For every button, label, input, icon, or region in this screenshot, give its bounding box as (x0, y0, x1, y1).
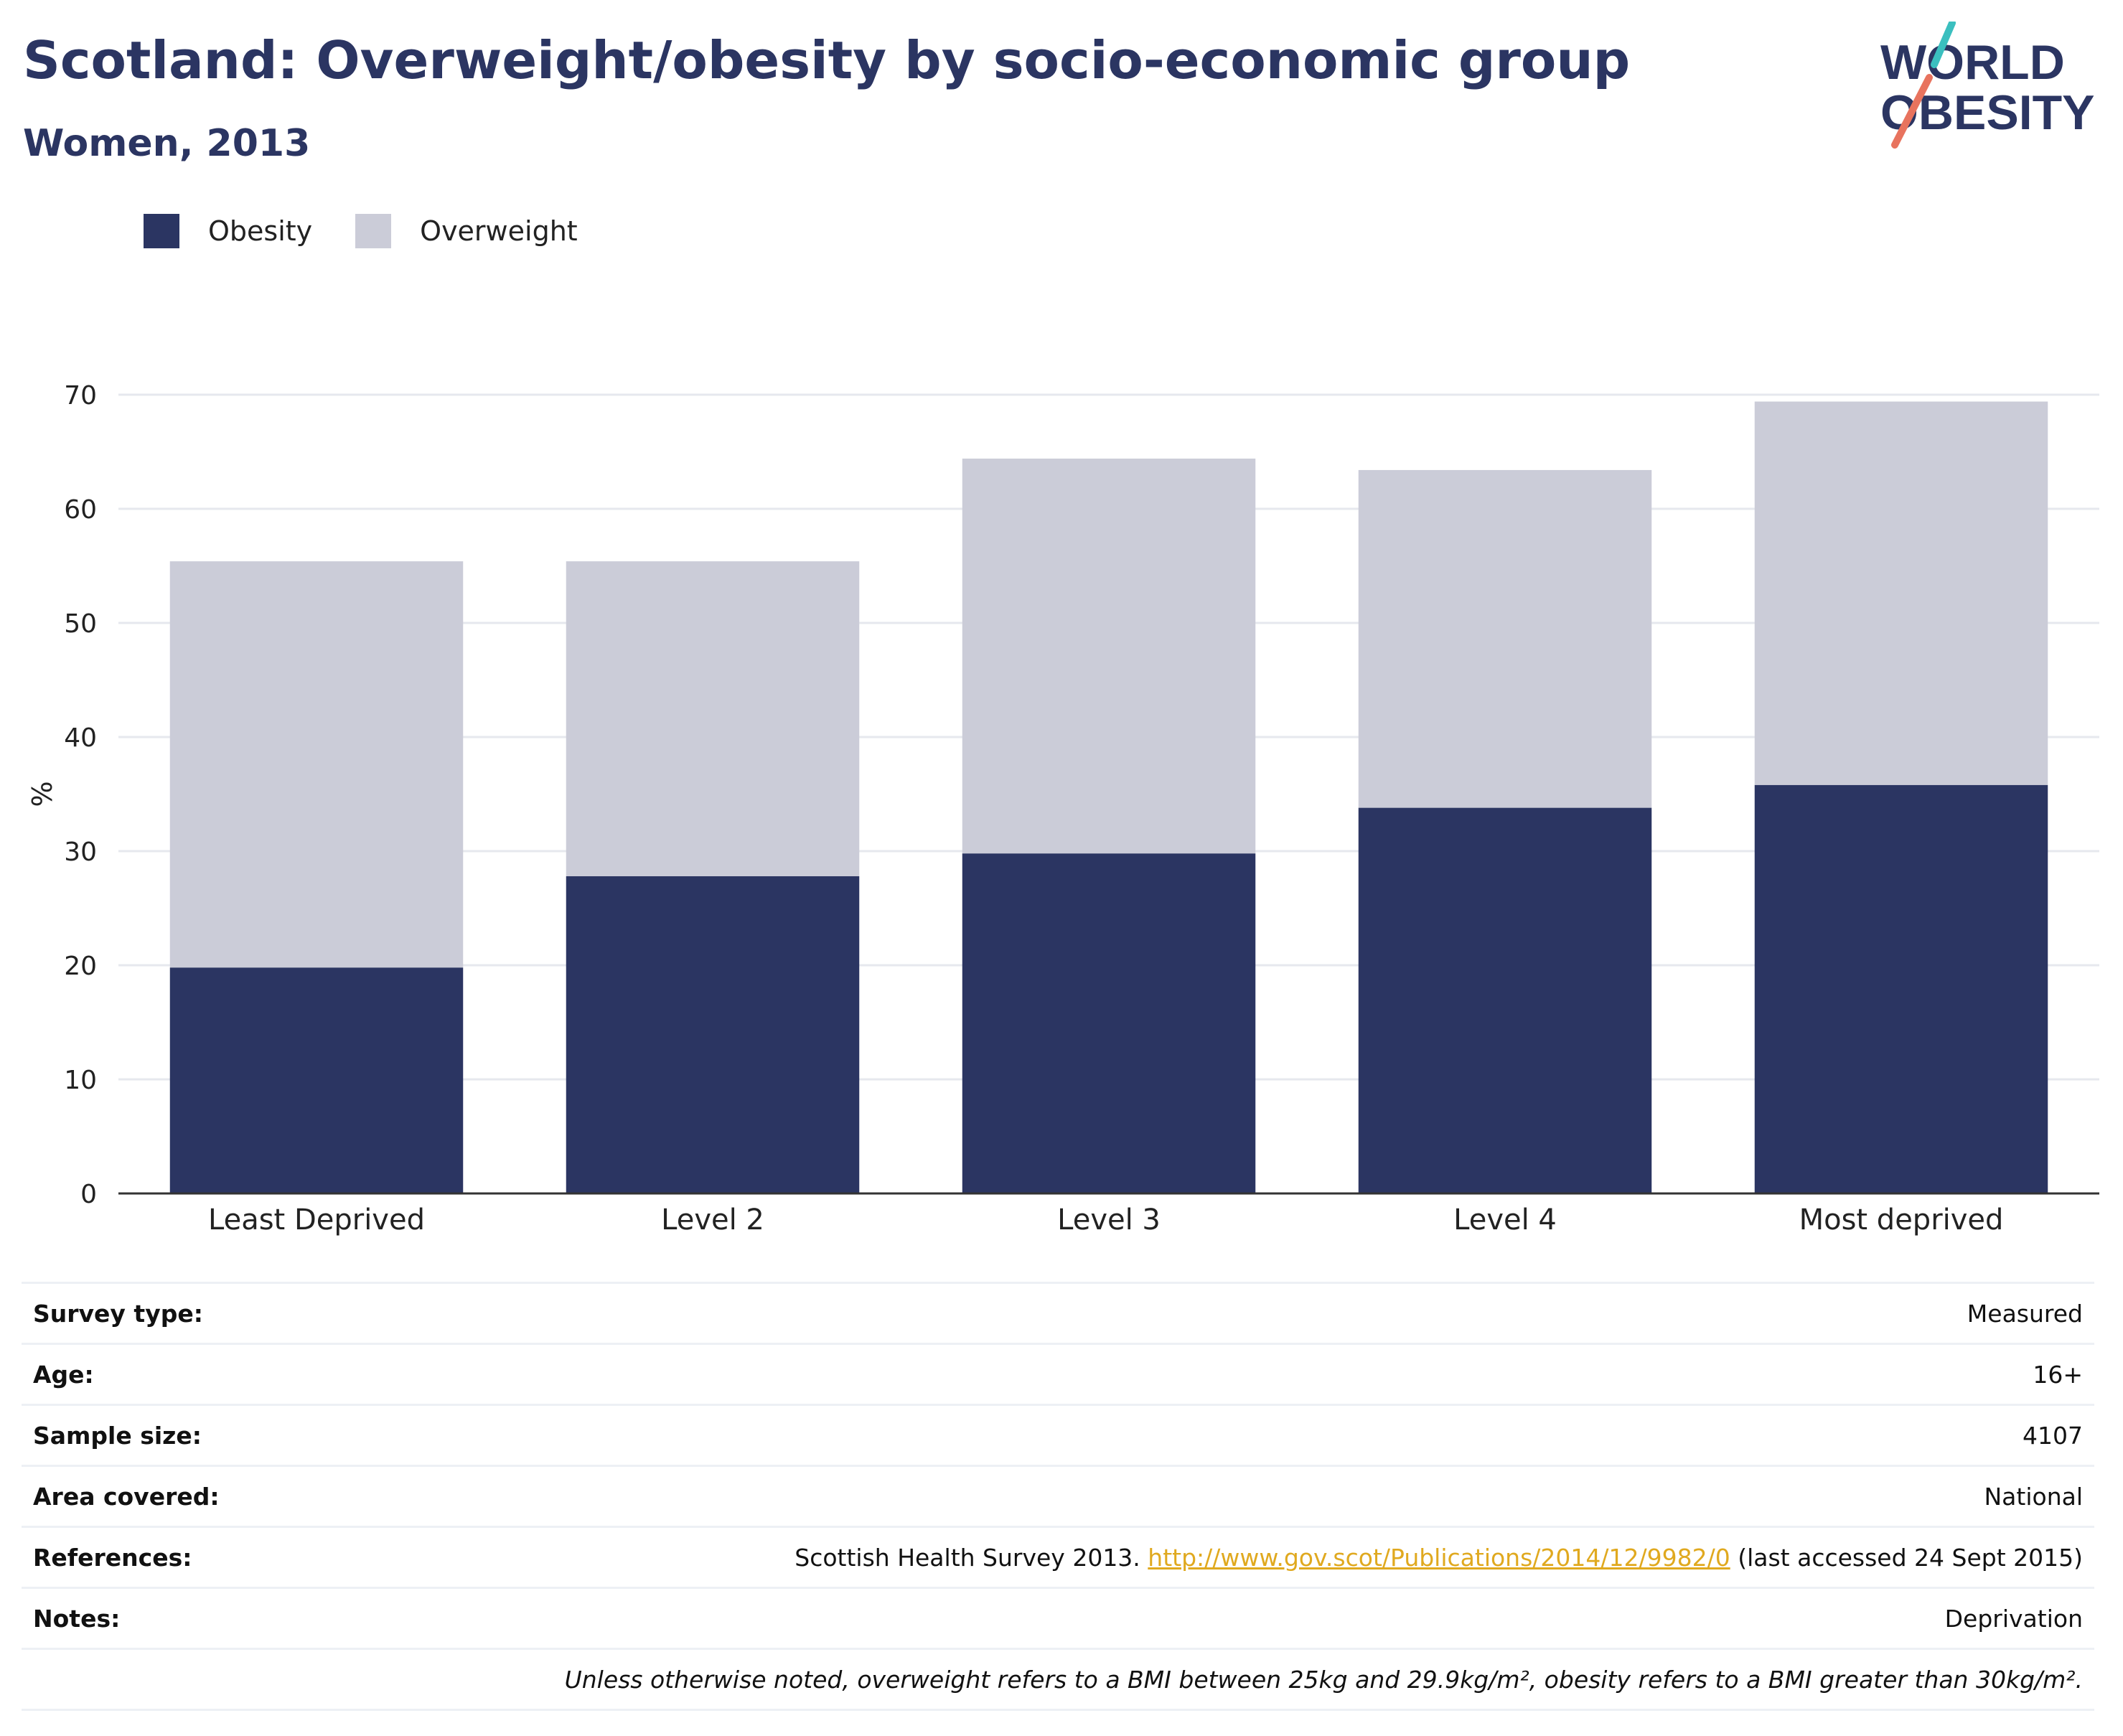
legend-item-obesity[interactable]: Obesity (144, 214, 312, 248)
info-row-area: Area covered: National (22, 1465, 2094, 1526)
info-row-sample-size: Sample size: 4107 (22, 1404, 2094, 1465)
bar-obesity-4 (1754, 784, 2048, 1193)
bar-overweight-0 (169, 561, 464, 968)
legend-item-overweight[interactable]: Overweight (355, 214, 578, 248)
logo-line1: WORLD (1880, 35, 2065, 90)
bar-obesity-3 (1358, 807, 1652, 1193)
references-link[interactable]: http://www.gov.scot/Publications/2014/12… (1148, 1543, 1730, 1572)
age-label: Age: (33, 1360, 94, 1389)
references-suffix: (last accessed 24 Sept 2015) (1730, 1543, 2083, 1572)
y-tick-label-50: 50 (64, 609, 97, 639)
survey-info-table: Survey type: Measured Age: 16+ Sample si… (22, 1282, 2094, 1711)
y-tick-label-10: 10 (64, 1066, 97, 1095)
bar-obesity-0 (169, 967, 464, 1193)
y-tick-label-30: 30 (64, 837, 97, 867)
logo-teal-slash (1931, 22, 1956, 68)
chart-subtitle: Women, 2013 (23, 122, 311, 165)
area-value: National (1984, 1482, 2083, 1511)
legend-label-obesity: Obesity (208, 215, 313, 247)
bar-overweight-1 (566, 561, 860, 876)
notes-value: Deprivation (1944, 1604, 2083, 1633)
references-label: References: (33, 1543, 192, 1572)
y-tick-label-70: 70 (64, 381, 97, 410)
sample-size-label: Sample size: (33, 1421, 202, 1450)
y-tick-label-20: 20 (64, 952, 97, 981)
info-row-age: Age: 16+ (22, 1343, 2094, 1404)
x-tick-label-0: Least Deprived (208, 1204, 425, 1237)
y-tick-label-40: 40 (64, 723, 97, 753)
bar-overweight-4 (1754, 401, 2048, 785)
stacked-bar-chart: 0 10 20 30 40 50 60 70% Least Deprived Level 2 Lev… (27, 381, 2099, 1237)
survey-type-label: Survey type: (33, 1299, 203, 1328)
bar-overweight-3 (1358, 469, 1652, 808)
survey-type-value: Measured (1967, 1299, 2083, 1328)
references-prefix: Scottish Health Survey 2013. (795, 1543, 1148, 1572)
x-tick-label-2: Level 3 (1057, 1204, 1161, 1237)
logo-line2: OBESITY (1880, 85, 2095, 140)
bar-obesity-2 (962, 853, 1256, 1193)
x-tick-label-1: Level 2 (661, 1204, 764, 1237)
y-tick-label-60: 60 (64, 495, 97, 525)
y-tick-label-0: 0 (80, 1180, 97, 1209)
info-row-survey-type: Survey type: Measured (22, 1282, 2094, 1343)
legend-swatch-obesity (144, 214, 179, 248)
info-row-footnote: Unless otherwise noted, overweight refer… (22, 1648, 2094, 1711)
legend-label-overweight: Overweight (420, 215, 578, 247)
y-axis-label: % (27, 781, 58, 807)
legend-swatch-overweight (355, 214, 392, 248)
info-row-notes: Notes: Deprivation (22, 1587, 2094, 1648)
age-value: 16+ (2033, 1360, 2083, 1389)
references-value: Scottish Health Survey 2013. http://www.… (795, 1544, 2083, 1572)
bar-overweight-2 (962, 459, 1256, 854)
chart-legend: Obesity Overweight (144, 214, 621, 248)
bar-obesity-1 (566, 876, 860, 1193)
info-row-references: References: Scottish Health Survey 2013.… (22, 1526, 2094, 1587)
world-obesity-logo: WORLD OBESITY (1880, 22, 2095, 149)
notes-label: Notes: (33, 1604, 121, 1633)
x-tick-label-3: Level 4 (1453, 1204, 1557, 1237)
x-tick-label-4: Most deprived (1799, 1204, 2004, 1237)
logo-coral-slash (1891, 74, 1933, 149)
sample-size-value: 4107 (2023, 1421, 2083, 1450)
bmi-footnote: Unless otherwise noted, overweight refer… (564, 1665, 2083, 1694)
chart-title: Scotland: Overweight/obesity by socio-ec… (23, 30, 1631, 90)
area-label: Area covered: (33, 1482, 220, 1511)
